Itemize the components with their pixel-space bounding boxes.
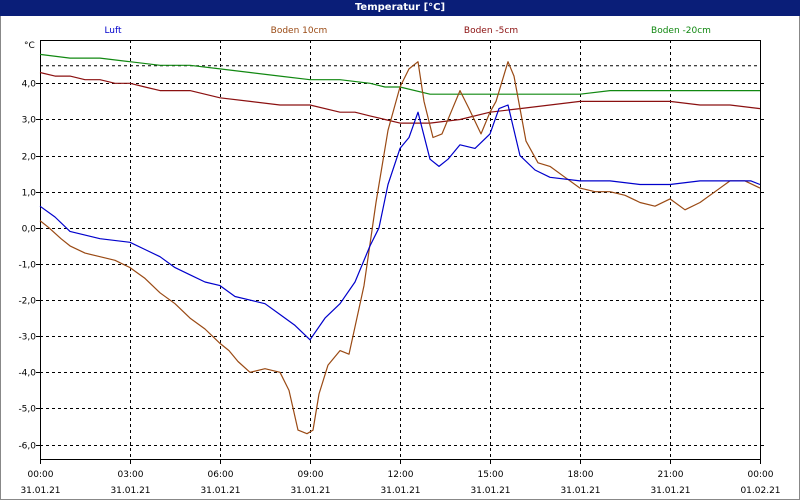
series-line-boden-5cm — [39, 71, 761, 124]
x-tick-label-time: 09:00 — [298, 470, 324, 480]
y-tick-label: -1,0 — [18, 261, 36, 271]
y-tick-label: 3,0 — [22, 116, 37, 126]
x-tick-label-time: 03:00 — [118, 470, 144, 480]
x-tick-label-date: 31.01.21 — [110, 486, 150, 496]
chart-title: Temperatur [°C] — [0, 0, 800, 16]
x-tick-label-date: 31.01.21 — [560, 486, 600, 496]
y-tick-label: -5,0 — [18, 405, 36, 415]
x-tick-label-date: 31.01.21 — [290, 486, 330, 496]
x-tick-label-time: 06:00 — [208, 470, 234, 480]
y-tick-label: 0,0 — [22, 225, 37, 235]
y-tick-label: -3,0 — [18, 333, 36, 343]
series-lines — [39, 53, 761, 435]
y-tick-label: 1,0 — [22, 189, 37, 199]
x-tick-label-date: 31.01.21 — [380, 486, 420, 496]
y-unit-label: °C — [24, 41, 35, 51]
x-tick-label-time: 00:00 — [748, 470, 774, 480]
x-tick-label-date: 31.01.21 — [470, 486, 510, 496]
series-line-boden-10cm — [39, 61, 761, 435]
legend-entry-boden-10cm: Boden 10cm — [271, 26, 328, 36]
legend-entry-boden-20cm: Boden -20cm — [651, 26, 711, 36]
x-tick-label-date: 31.01.21 — [650, 486, 690, 496]
grid — [36, 40, 764, 464]
series-line-luft — [39, 104, 761, 341]
y-tick-label: -2,0 — [18, 297, 36, 307]
y-tick-label: -6,0 — [18, 442, 36, 452]
x-tick-label-time: 21:00 — [658, 470, 684, 480]
x-tick-label-time: 15:00 — [478, 470, 504, 480]
legend-entry-boden-5cm: Boden -5cm — [464, 26, 518, 36]
x-tick-label-time: 18:00 — [568, 470, 594, 480]
y-tick-label: 4,0 — [22, 80, 37, 90]
tick-labels: 4,0 3,0 2,0 1,0 0,0 -1,0 -2,0 -3,0 -4,0 -5,0 -6,0 0… — [18, 80, 780, 497]
legend: Luft Boden 10cm Boden -5cm Boden -20cm — [104, 26, 711, 36]
x-tick-label-time: 12:00 — [388, 470, 414, 480]
x-tick-label-date: 31.01.21 — [20, 486, 60, 496]
x-tick-label-date: 01.02.21 — [740, 486, 780, 496]
legend-entry-luft: Luft — [104, 26, 122, 36]
x-tick-label-time: 00:00 — [28, 470, 54, 480]
x-tick-label-date: 31.01.21 — [200, 486, 240, 496]
y-tick-label: -4,0 — [18, 369, 36, 379]
series-line-boden-20cm — [39, 53, 760, 95]
y-tick-label: 2,0 — [22, 153, 37, 163]
